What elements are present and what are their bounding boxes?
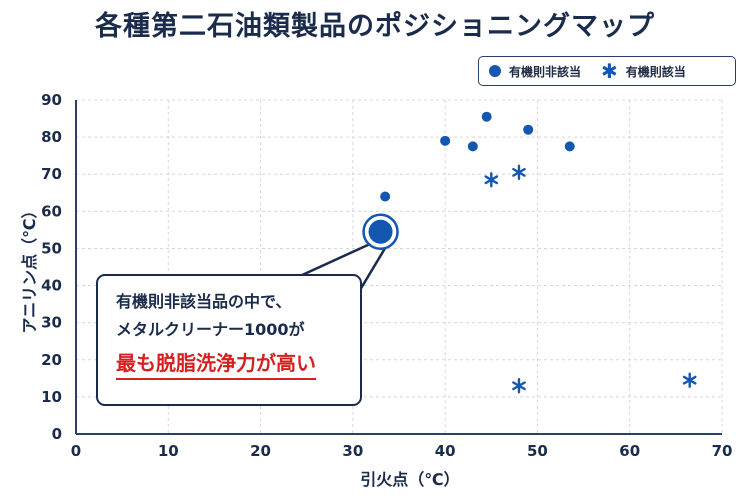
y-tick-label: 40 [41, 277, 62, 295]
annotation-line-1: 有機則非該当品の中で、 [116, 292, 292, 311]
y-axis-title: アニリン点（℃） [20, 202, 39, 334]
y-tick-label: 0 [52, 425, 62, 443]
legend-label-non-applicable: 有機則非該当 [509, 64, 582, 79]
y-tick-label: 60 [41, 202, 62, 220]
x-tick-label: 40 [435, 442, 456, 460]
y-tick-label: 20 [41, 351, 62, 369]
x-axis-title: 引火点（℃） [360, 470, 460, 489]
x-tick-label: 60 [619, 442, 640, 460]
y-tick-label: 30 [41, 314, 62, 332]
data-point-star [512, 164, 526, 181]
y-tick-label: 80 [41, 128, 62, 146]
data-point-star [484, 172, 499, 188]
y-tick-label: 10 [41, 388, 62, 406]
star-stroke [512, 381, 526, 391]
x-tick-label: 70 [712, 442, 733, 460]
x-tick-label: 20 [250, 442, 271, 460]
x-tick-label: 50 [527, 442, 548, 460]
x-tick-label: 10 [158, 442, 179, 460]
star-stroke [512, 167, 526, 177]
data-point-circle [467, 141, 478, 152]
data-point-circle [440, 135, 451, 146]
star-stroke [682, 375, 697, 385]
y-tick-label: 50 [41, 239, 62, 257]
star-stroke [484, 175, 499, 185]
y-tick-label: 70 [41, 165, 62, 183]
data-point-circle [564, 141, 575, 152]
annotation-highlight-text: 最も脱脂洗浄力が高い [116, 348, 316, 380]
data-point-circle [380, 191, 391, 202]
x-tick-label: 0 [71, 442, 81, 460]
circle-marker-icon [489, 65, 501, 77]
highlight-point [368, 219, 393, 244]
data-point-star [512, 378, 526, 394]
chart-title: 各種第二石油類製品のポジショニングマップ [95, 11, 655, 42]
data-point-star [682, 372, 697, 388]
x-tick-label: 30 [342, 442, 363, 460]
legend-item-non-applicable: 有機則非該当 [489, 63, 581, 80]
legend-item-applicable: ✱ 有機則該当 [601, 59, 686, 83]
legend: 有機則非該当 ✱ 有機則該当 [478, 56, 736, 86]
y-tick-label: 90 [41, 91, 62, 109]
annotation-callout: 有機則非該当品の中で、 メタルクリーナー1000が 最も脱脂洗浄力が高い [96, 274, 362, 406]
annotation-line-2: メタルクリーナー1000が [116, 320, 305, 339]
data-point-circle [481, 111, 492, 122]
asterisk-marker-icon: ✱ [601, 59, 618, 83]
data-point-circle [523, 124, 534, 135]
legend-label-applicable: 有機則該当 [625, 64, 686, 79]
